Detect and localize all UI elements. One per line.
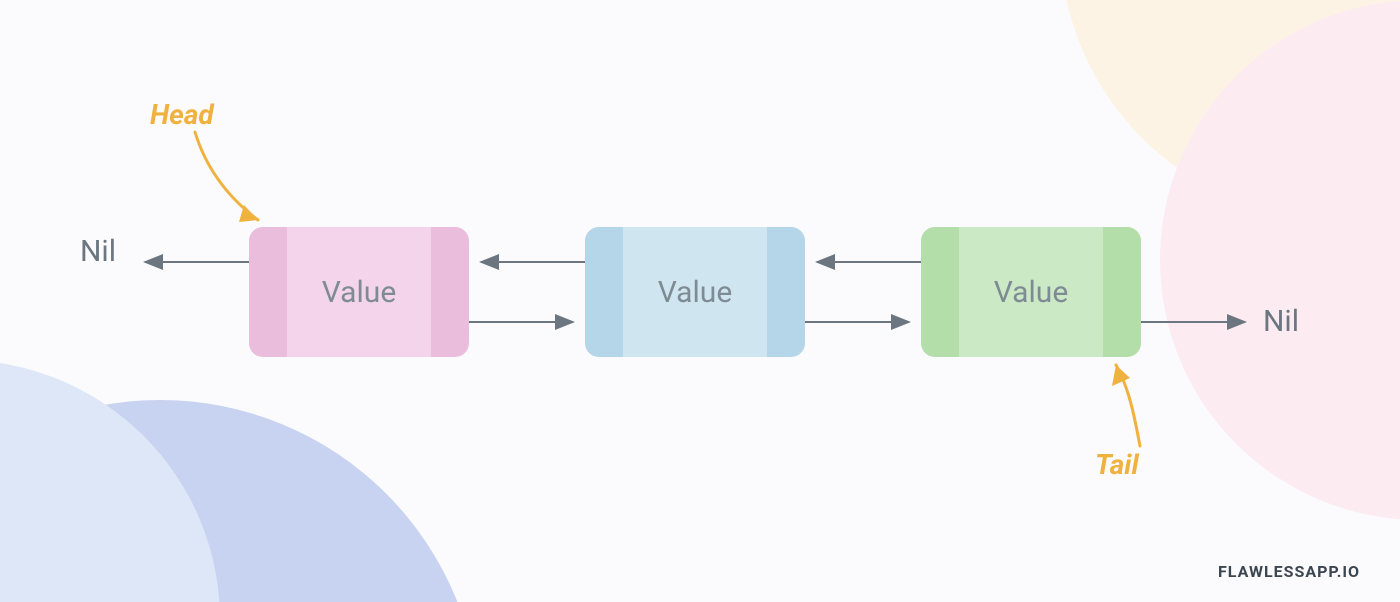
tail-annotation-arrow bbox=[1116, 365, 1140, 446]
nil-label-right: Nil bbox=[1263, 304, 1299, 339]
nil-label-left: Nil bbox=[80, 234, 116, 269]
node-head-next-pointer bbox=[431, 227, 469, 357]
head-annotation-arrow-tip bbox=[239, 205, 258, 222]
node-head-value-label: Value bbox=[322, 275, 397, 310]
node-head: Value bbox=[249, 227, 469, 357]
node-tail-next-pointer bbox=[1103, 227, 1141, 357]
watermark: FLAWLESSAPP.IO bbox=[1218, 562, 1360, 581]
node-mid: Value bbox=[585, 227, 805, 357]
node-mid-value-label: Value bbox=[658, 275, 733, 310]
head-annotation-label: Head bbox=[150, 98, 214, 131]
head-annotation-arrow bbox=[195, 132, 258, 220]
node-tail-prev-pointer bbox=[921, 227, 959, 357]
node-mid-next-pointer bbox=[767, 227, 805, 357]
tail-annotation-label: Tail bbox=[1095, 448, 1139, 481]
node-head-prev-pointer bbox=[249, 227, 287, 357]
diagram-canvas: Value Value Value Nil Nil Head Tail FLAWLESSAPP… bbox=[0, 0, 1400, 602]
node-mid-prev-pointer bbox=[585, 227, 623, 357]
node-tail: Value bbox=[921, 227, 1141, 357]
node-tail-value-label: Value bbox=[994, 275, 1069, 310]
tail-annotation-arrow-tip bbox=[1112, 365, 1130, 386]
